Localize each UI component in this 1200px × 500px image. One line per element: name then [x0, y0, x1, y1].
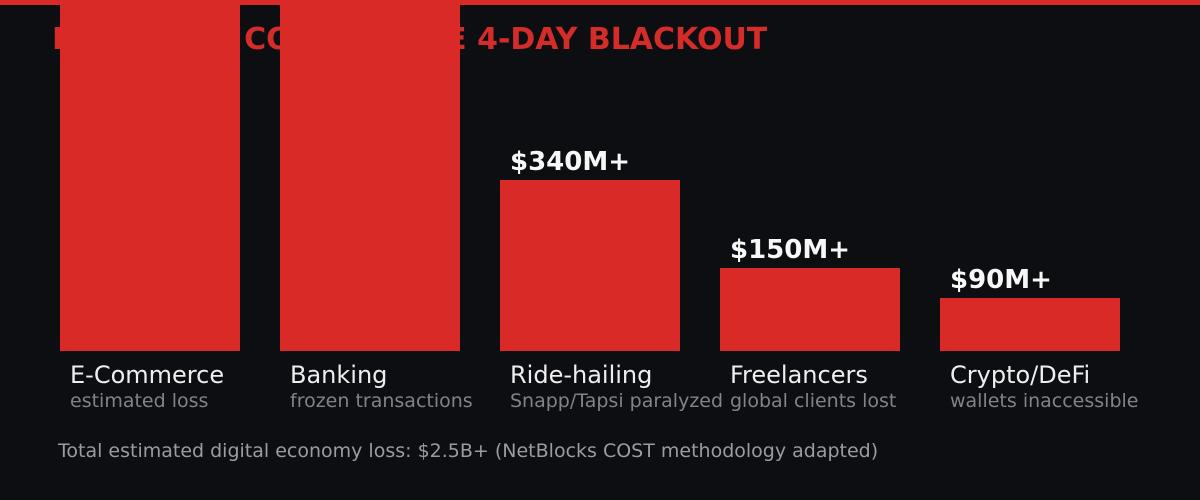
category-label: Banking	[290, 361, 388, 389]
category-sublabel: wallets inaccessible	[950, 390, 1139, 412]
bar-group-freelancers: $150M+ Freelancers global clients lost	[720, 0, 900, 500]
bar-value-label: $340M+	[510, 147, 631, 178]
category-sublabel: Snapp/Tapsi paralyzed	[510, 390, 724, 412]
bar-e-commerce	[60, 0, 240, 351]
top-accent-strip	[0, 0, 1200, 5]
bar-freelancers	[720, 268, 900, 351]
total-loss-note: Total estimated digital economy loss: $2…	[58, 440, 879, 462]
bar-ride-hailing	[500, 180, 680, 351]
bar-group-ride-hailing: $340M+ Ride-hailing Snapp/Tapsi paralyze…	[500, 0, 723, 500]
category-sublabel: global clients lost	[730, 390, 897, 412]
bar-crypto-defi	[940, 298, 1120, 351]
bar-value-label: $150M+	[730, 235, 851, 266]
category-sublabel: frozen transactions	[290, 390, 473, 412]
category-sublabel: estimated loss	[70, 390, 209, 412]
category-label: Ride-hailing	[510, 361, 653, 389]
bar-value-label: $90M+	[950, 265, 1052, 296]
bar-banking	[280, 0, 460, 351]
bar-group-banking: Banking frozen transactions	[280, 0, 473, 500]
bar-group-e-commerce: E-Commerce estimated loss	[60, 0, 240, 500]
bar-group-crypto-defi: $90M+ Crypto/DeFi wallets inaccessible	[940, 0, 1138, 500]
category-label: E-Commerce	[70, 361, 225, 389]
category-label: Crypto/DeFi	[950, 361, 1091, 389]
category-label: Freelancers	[730, 361, 868, 389]
